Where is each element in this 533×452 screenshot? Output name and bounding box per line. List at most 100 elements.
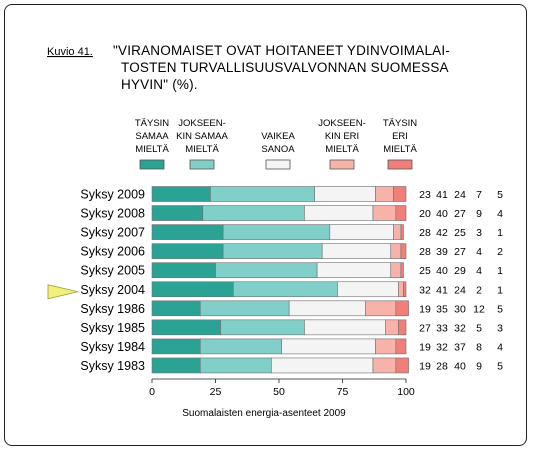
bar-segment-10-3 [271,357,374,374]
legend-swatch-2 [189,159,215,170]
value-label-10-5: 5 [497,360,503,372]
bar-segment-5-5 [400,262,404,279]
category-label-8: Syksy 1985 [80,321,145,335]
category-label-2: Syksy 2008 [80,207,145,221]
value-label-8-3: 32 [454,322,466,334]
bar-segment-2-2 [202,205,305,221]
value-label-10-3: 40 [454,360,466,372]
bar-segment-5-2 [215,262,318,279]
bar-segment-5-3 [316,262,392,279]
bar-segment-6-1 [151,281,234,298]
bar-segment-2-3 [304,205,374,221]
value-label-2-5: 4 [497,208,503,220]
bar-segment-2-5 [395,205,407,221]
bar-segment-1-2 [210,186,315,202]
figure-label: Kuvio 41. [47,46,93,58]
category-label-5: Syksy 2005 [80,264,145,278]
bar-segment-1-5 [392,186,407,202]
chart-title-line-2: TOSTEN TURVALLISUUSVALVONNAN SUOMESSA [121,60,449,75]
bar-segment-4-3 [321,243,392,259]
legend-label-2-line-2: KIN SAMAA [176,131,228,142]
legend-label-5-line-3: MIELTÄ [383,144,417,155]
value-label-10-2: 28 [436,360,448,372]
value-label-6-5: 1 [497,284,503,296]
bar-segment-3-5 [400,224,404,240]
category-labels: Syksy 2009 Syksy 2008 Syksy 2007 Syksy 2006… [80,188,145,373]
bar-segment-10-4 [372,357,397,374]
value-label-4-1: 28 [419,246,431,258]
value-label-5-1: 25 [419,265,431,277]
x-tick-label-4: 75 [337,386,349,398]
value-label-10-1: 19 [419,360,431,372]
bar-segment-7-3 [288,300,366,317]
value-label-7-1: 19 [419,303,431,315]
bar-segment-6-5 [403,281,407,298]
value-label-9-2: 32 [436,341,448,353]
bar-segment-8-3 [304,319,386,336]
value-label-5-2: 40 [436,265,448,277]
legend-label-5-line-2: ERI [392,131,408,142]
highlight-pointer-icon [47,284,79,300]
value-label-1-3: 24 [454,189,466,201]
value-label-7-5: 5 [497,303,503,315]
legend-label-1-line-1: TÄYSIN [135,118,169,129]
chart-title-line-3: HYVIN" (%). [121,77,198,92]
value-label-8-2: 33 [436,322,448,334]
value-label-3-5: 1 [497,227,503,239]
bar-segment-10-5 [395,357,409,374]
legend-label-2-line-3: MIELTÄ [185,144,219,155]
value-label-5-3: 29 [454,265,466,277]
legend-label-4-line-2: KIN ERI [325,131,359,142]
value-label-5-4: 4 [476,265,482,277]
bar-segment-8-5 [398,319,407,336]
value-label-3-1: 28 [419,227,431,239]
legend-label-3-line-2: SANOA [261,144,295,155]
bar-segment-9-1 [151,338,201,355]
bar-segment-3-1 [151,224,224,240]
x-tick-label-1: 0 [149,386,155,398]
source-caption: Suomalaisten energia-asenteet 2009 [182,408,346,419]
legend-label-1-line-3: MIELTÄ [135,144,169,155]
value-label-6-2: 41 [436,284,448,296]
value-label-2-4: 9 [476,208,482,220]
legend-swatch-4 [329,159,355,170]
legend-label-5-line-1: TÄYSIN [383,118,417,129]
value-label-5-5: 1 [497,265,503,277]
category-label-6: Syksy 2004 [80,283,145,297]
bar-segment-1-3 [314,186,376,202]
category-label-3: Syksy 2007 [80,226,145,240]
legend-label-3-line-1: VAIKEA [261,131,295,142]
value-label-8-1: 27 [419,322,431,334]
value-label-9-3: 37 [454,341,466,353]
value-label-1-1: 23 [419,189,431,201]
value-label-10-4: 9 [476,360,482,372]
value-label-7-4: 12 [473,303,485,315]
bar-segment-7-5 [395,300,409,317]
bars-group [151,186,409,374]
value-label-2-3: 27 [454,208,466,220]
bar-segment-8-4 [385,319,399,336]
bar-segment-6-4 [398,281,404,298]
legend: TÄYSIN SAMAA MIELTÄ JOKSEEN- KIN SAMAA MIELTÄ… [135,118,417,170]
bar-segment-9-4 [375,338,397,355]
value-label-7-2: 35 [436,303,448,315]
x-tick-label-2: 25 [210,386,222,398]
value-label-9-5: 4 [497,341,503,353]
bar-segment-3-2 [222,224,331,240]
bar-segment-2-1 [151,205,204,221]
bar-segment-2-4 [372,205,397,221]
value-label-7-3: 30 [454,303,466,315]
value-label-4-3: 27 [454,246,466,258]
bar-segment-5-1 [151,262,216,279]
legend-swatch-3 [265,159,291,170]
value-label-1-4: 7 [476,189,482,201]
legend-swatch-1 [139,159,165,170]
value-label-1-2: 41 [436,189,448,201]
bar-segment-3-3 [329,224,394,240]
bar-segment-9-2 [199,338,282,355]
category-label-9: Syksy 1984 [80,340,145,354]
bar-segment-10-2 [199,357,272,374]
bar-segment-1-4 [375,186,394,202]
bar-segment-7-4 [365,300,397,317]
